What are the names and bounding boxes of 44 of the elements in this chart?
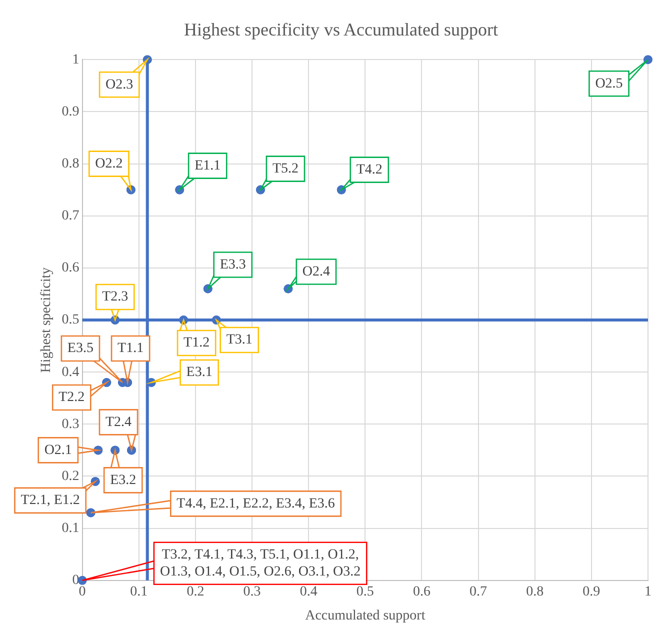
annotation: T1.2: [184, 336, 210, 351]
x-tick-label: 0.6: [412, 584, 430, 600]
x-tick-label: 0.8: [526, 584, 544, 600]
annotation: O2.2: [95, 156, 123, 172]
annotation: T5.2: [272, 161, 299, 176]
annotation: E3.3: [220, 257, 246, 272]
y-tick-label: 0.2: [62, 468, 80, 484]
x-tick-label: 0.9: [582, 584, 600, 600]
y-tick-label: 1: [72, 52, 80, 68]
x-tick-label: 0.5: [356, 584, 374, 600]
annotation: E3.5: [67, 341, 94, 356]
annotation: T2.2: [58, 390, 85, 406]
annotation: O2.3: [106, 77, 134, 92]
y-tick-label: 0.5: [62, 312, 80, 328]
y-tick-label: 0.9: [62, 104, 80, 120]
x-tick-label: 1: [644, 584, 652, 600]
x-axis-title: Accumulated support: [305, 608, 426, 624]
annotation: T3.1: [226, 332, 252, 348]
annotation: T2.1, E1.2: [20, 493, 80, 508]
y-tick-label: 0.4: [62, 364, 80, 380]
annotation: T1.1: [118, 341, 144, 356]
annotation: T3.2, T4.1, T4.3, T5.1, O1.1, O1.2, O1.3, O1.4, O1.5, O2.6, O3.1, O3.2: [160, 548, 361, 580]
x-tick-label: 0.3: [243, 584, 261, 600]
annotation: T4.4, E2.1, E2.2, E3.4, E3.6: [176, 496, 335, 512]
y-tick-label: 0.6: [62, 260, 80, 276]
y-tick-label: 0.3: [62, 416, 80, 432]
y-tick-label: 0.8: [62, 156, 80, 172]
annotation: T2.3: [102, 290, 128, 305]
annotation: O2.1: [44, 442, 72, 458]
annotation: O2.4: [302, 264, 330, 280]
y-tick-label: 0.7: [62, 208, 80, 224]
annotation: E3.1: [186, 365, 212, 380]
annotation: T2.4: [105, 414, 132, 430]
x-tick-label: 0.2: [186, 584, 204, 600]
annotation: E1.1: [194, 158, 221, 174]
x-tick-label: 0.4: [300, 584, 318, 600]
y-tick-label: 0.1: [62, 520, 80, 536]
annotation: E3.2: [110, 472, 136, 488]
annotation: O2.5: [595, 76, 623, 92]
annotation: T4.2: [356, 162, 382, 178]
y-axis-title: Highest specificity: [39, 267, 54, 373]
chart-title: Highest specificity vs Accumulated support: [184, 20, 498, 40]
x-tick-label: 0.7: [470, 584, 488, 600]
x-tick-label: 0.1: [130, 584, 148, 600]
